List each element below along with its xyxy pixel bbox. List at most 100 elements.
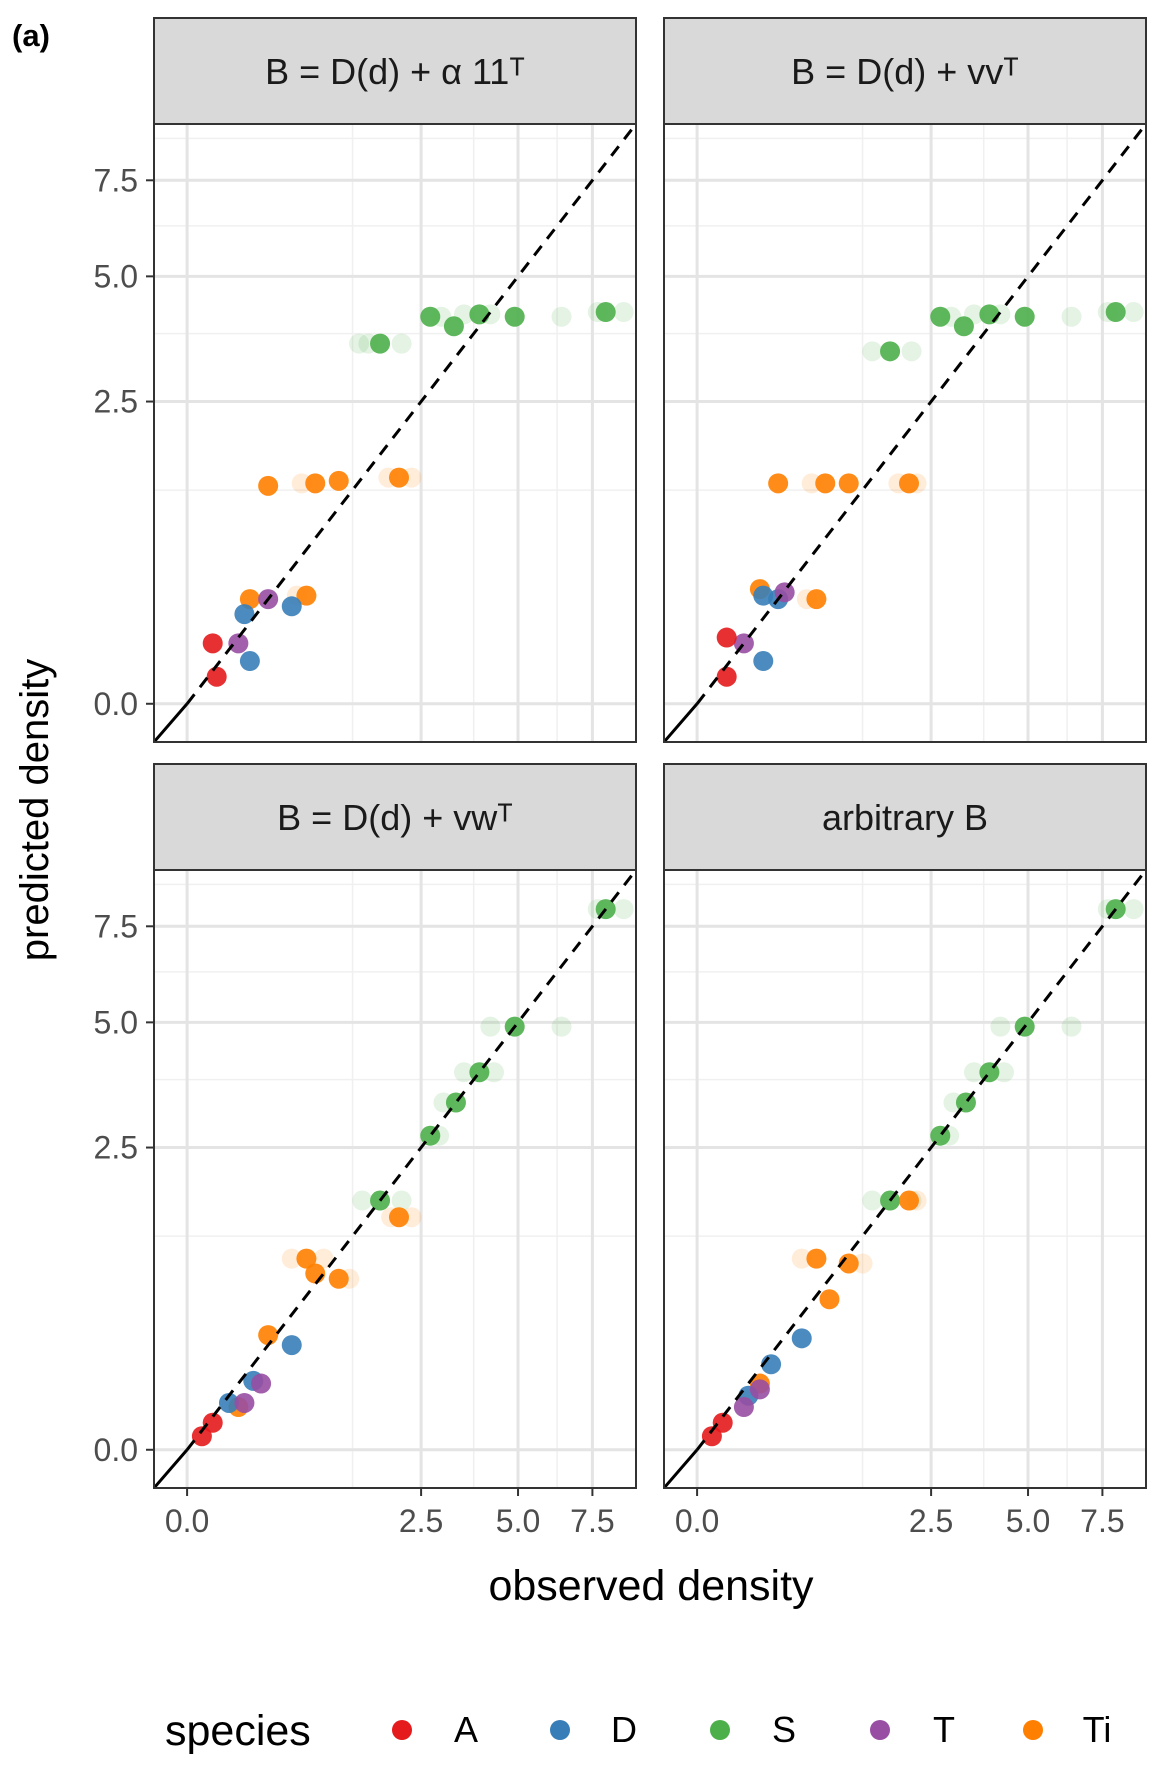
- legend-label-D: D: [611, 1709, 637, 1750]
- y-tick-label: 0.0: [94, 1432, 138, 1468]
- data-layer: [664, 870, 1146, 1488]
- faint-point-Ti: [281, 1248, 302, 1269]
- x-tick-label: 5.0: [1006, 1503, 1050, 1539]
- data-point-T: [228, 633, 249, 654]
- data-point-Ti: [328, 1268, 349, 1289]
- data-point-S: [469, 304, 490, 325]
- data-point-Ti: [819, 1289, 840, 1310]
- facet-panel-3: B = D(d) + vwᵀ 0.0 2.5 5.0 7.5 0.0 2.5 5.0 7.5: [94, 763, 637, 1539]
- data-point-Ti: [898, 1190, 919, 1211]
- faint-point-S: [901, 341, 922, 362]
- data-point-Ti: [328, 470, 349, 491]
- x-tick-label: 0.0: [675, 1503, 719, 1539]
- panel-tag: (a): [12, 18, 50, 53]
- faint-point-S: [483, 1062, 504, 1083]
- identity-reference-line: [185, 870, 636, 1451]
- data-point-S: [1014, 306, 1035, 327]
- data-point-S: [880, 341, 901, 362]
- facet-panel-2: B = D(d) + vvᵀ: [663, 17, 1147, 743]
- y-tick-label: 0.0: [94, 686, 138, 722]
- data-point-T: [234, 1392, 255, 1413]
- data-point-Ti: [768, 473, 789, 494]
- facet-panels: B = D(d) + α 11ᵀ 0.0 2.5 5.0 7.5 B = D(d) + v…: [94, 17, 1147, 1539]
- faint-point-S: [391, 333, 412, 354]
- data-point-A: [206, 666, 227, 687]
- identity-reference-line-tail: [154, 1448, 189, 1488]
- y-tick-label: 5.0: [94, 1004, 138, 1040]
- legend-key-A: [392, 1720, 412, 1740]
- y-tick-label: 5.0: [94, 258, 138, 294]
- facet-strip: [153, 763, 637, 871]
- legend-key-Ti: [1023, 1720, 1043, 1740]
- faint-point-S: [1123, 302, 1144, 323]
- data-point-Ti: [305, 1263, 326, 1284]
- identity-reference-line-tail: [664, 702, 699, 742]
- data-point-A: [202, 633, 223, 654]
- faint-point-S: [993, 1062, 1014, 1083]
- faint-point-S: [352, 1190, 373, 1211]
- data-point-A: [191, 1426, 212, 1447]
- data-layer: [154, 124, 636, 742]
- facet-strip-label: B = D(d) + α 11ᵀ: [265, 51, 525, 92]
- faint-point-S: [391, 1190, 412, 1211]
- y-tick-label: 2.5: [94, 1130, 138, 1166]
- facet-strip-label: B = D(d) + vwᵀ: [277, 797, 513, 838]
- data-point-Ti: [388, 467, 409, 488]
- identity-reference-line-tail: [154, 702, 189, 742]
- data-point-Ti: [305, 473, 326, 494]
- identity-reference-line: [185, 124, 636, 705]
- data-point-A: [701, 1426, 722, 1447]
- data-point-T: [749, 1379, 770, 1400]
- data-point-S: [370, 333, 391, 354]
- data-point-A: [712, 1412, 733, 1433]
- grid-lines: [154, 870, 636, 1488]
- y-tick-label: 7.5: [94, 908, 138, 944]
- data-point-Ti: [239, 589, 260, 610]
- faint-point-S: [990, 1016, 1011, 1037]
- x-tick-label: 2.5: [909, 1503, 953, 1539]
- legend-label-T: T: [933, 1709, 955, 1750]
- data-layer: [664, 124, 1146, 742]
- data-point-D: [281, 1335, 302, 1356]
- legend-label-A: A: [454, 1709, 478, 1750]
- data-point-Ti: [898, 473, 919, 494]
- faint-point-S: [453, 1062, 474, 1083]
- faint-point-S: [480, 1016, 501, 1037]
- faint-point-Ti: [313, 1248, 334, 1269]
- faint-point-S: [613, 899, 634, 920]
- data-point-Ti: [296, 585, 317, 606]
- data-point-D: [791, 1328, 812, 1349]
- faint-point-S: [1061, 306, 1082, 327]
- identity-reference-line-tail: [664, 1448, 699, 1488]
- data-point-S: [953, 316, 974, 337]
- panel-border: [153, 869, 637, 1489]
- faint-point-S: [551, 1016, 572, 1037]
- faint-point-S: [1061, 1016, 1082, 1037]
- y-tick-label: 2.5: [94, 384, 138, 420]
- faint-point-S: [551, 306, 572, 327]
- facet-strip-label: arbitrary B: [822, 797, 988, 838]
- x-tick-label: 7.5: [1080, 1503, 1124, 1539]
- data-point-D: [218, 1392, 239, 1413]
- data-point-Ti: [838, 473, 859, 494]
- facet-panel-1: B = D(d) + α 11ᵀ 0.0 2.5 5.0 7.5: [94, 17, 637, 743]
- facet-strip: [663, 17, 1147, 125]
- identity-reference-line: [695, 124, 1146, 705]
- data-point-D: [753, 651, 774, 672]
- grid-lines: [154, 124, 636, 742]
- data-point-Ti: [258, 475, 279, 496]
- data-point-Ti: [806, 589, 827, 610]
- faint-point-S: [862, 1190, 883, 1211]
- data-point-Ti: [296, 1248, 317, 1269]
- data-point-Ti: [815, 473, 836, 494]
- data-point-S: [420, 306, 441, 327]
- grid-lines: [664, 124, 1146, 742]
- panel-border: [663, 869, 1147, 1489]
- data-point-S: [504, 306, 525, 327]
- legend-label-Ti: Ti: [1083, 1709, 1112, 1750]
- data-point-A: [716, 627, 737, 648]
- faint-point-S: [862, 341, 883, 362]
- data-point-S: [443, 316, 464, 337]
- data-point-S: [979, 304, 1000, 325]
